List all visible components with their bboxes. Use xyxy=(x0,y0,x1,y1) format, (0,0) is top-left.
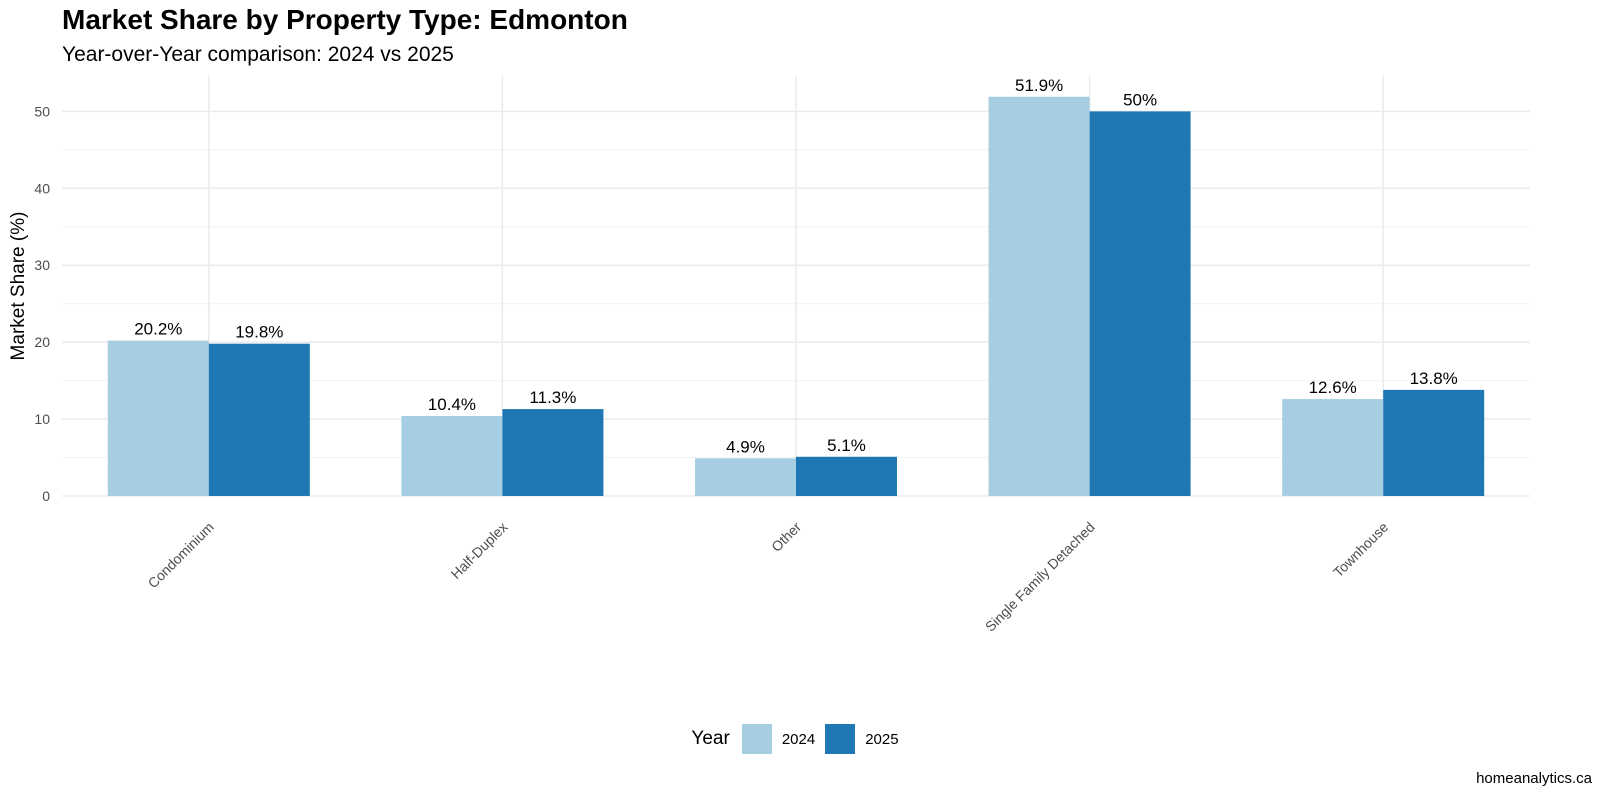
legend-title: Year xyxy=(691,728,730,749)
y-tick-label: 30 xyxy=(34,257,50,273)
legend-label-2024: 2024 xyxy=(781,730,816,748)
data-label: 10.4% xyxy=(428,395,476,414)
source-caption: homeanalytics.ca xyxy=(1476,770,1592,787)
data-label: 51.9% xyxy=(1015,76,1063,95)
legend-swatch-2024 xyxy=(741,724,772,754)
data-label: 19.8% xyxy=(235,323,283,342)
bar-2024 xyxy=(988,96,1090,497)
data-label: 20.2% xyxy=(134,320,182,339)
data-label: 5.1% xyxy=(827,436,866,455)
data-label: 50% xyxy=(1123,90,1157,109)
bar-2025 xyxy=(208,343,310,496)
bar-2025 xyxy=(1089,111,1191,496)
data-labels-layer: 20.2% 19.8% 10.4% 11.3% 4.9% 5.1% 51.9% 50% 12.6… xyxy=(134,76,1458,457)
legend-label-2025: 2025 xyxy=(865,730,899,748)
x-tick-label: Townhouse xyxy=(1330,519,1392,581)
chart-subtitle: Year-over-Year comparison: 2024 vs 2025 xyxy=(62,43,454,66)
bar-chart: 20.2% 19.8% 10.4% 11.3% 4.9% 5.1% 51.9% 50% 12.6… xyxy=(8,76,1530,635)
legend-swatch-2025 xyxy=(825,724,856,754)
y-tick-label: 40 xyxy=(34,180,50,196)
bar-2025 xyxy=(796,456,897,496)
data-label: 13.8% xyxy=(1410,369,1458,388)
x-tick-label: Half-Duplex xyxy=(447,519,510,582)
bar-2025 xyxy=(502,409,604,496)
y-tick-label: 0 xyxy=(42,488,50,504)
bar-2024 xyxy=(695,458,796,496)
x-tick-label: Single Family Detached xyxy=(982,519,1098,635)
y-tick-label: 20 xyxy=(34,334,50,350)
chart-title: Market Share by Property Type: Edmonton xyxy=(62,4,628,35)
data-label: 4.9% xyxy=(726,437,765,456)
bars-layer xyxy=(107,96,1485,497)
bar-2024 xyxy=(1282,399,1384,496)
x-tick-label: Other xyxy=(768,519,804,555)
y-tick-label: 50 xyxy=(34,103,50,119)
y-tick-label: 10 xyxy=(34,411,50,427)
bar-2024 xyxy=(107,340,209,496)
legend: Year 2024 2025 xyxy=(0,724,1600,754)
y-axis-title: Market Share (%) xyxy=(8,212,29,361)
legend-item-2024: 2024 xyxy=(741,724,816,754)
legend-item-2025: 2025 xyxy=(825,724,899,754)
x-tick-label: Condominium xyxy=(145,519,217,591)
data-label: 11.3% xyxy=(529,388,576,407)
data-label: 12.6% xyxy=(1309,378,1357,397)
bar-2024 xyxy=(401,416,503,496)
bar-2025 xyxy=(1383,389,1485,496)
